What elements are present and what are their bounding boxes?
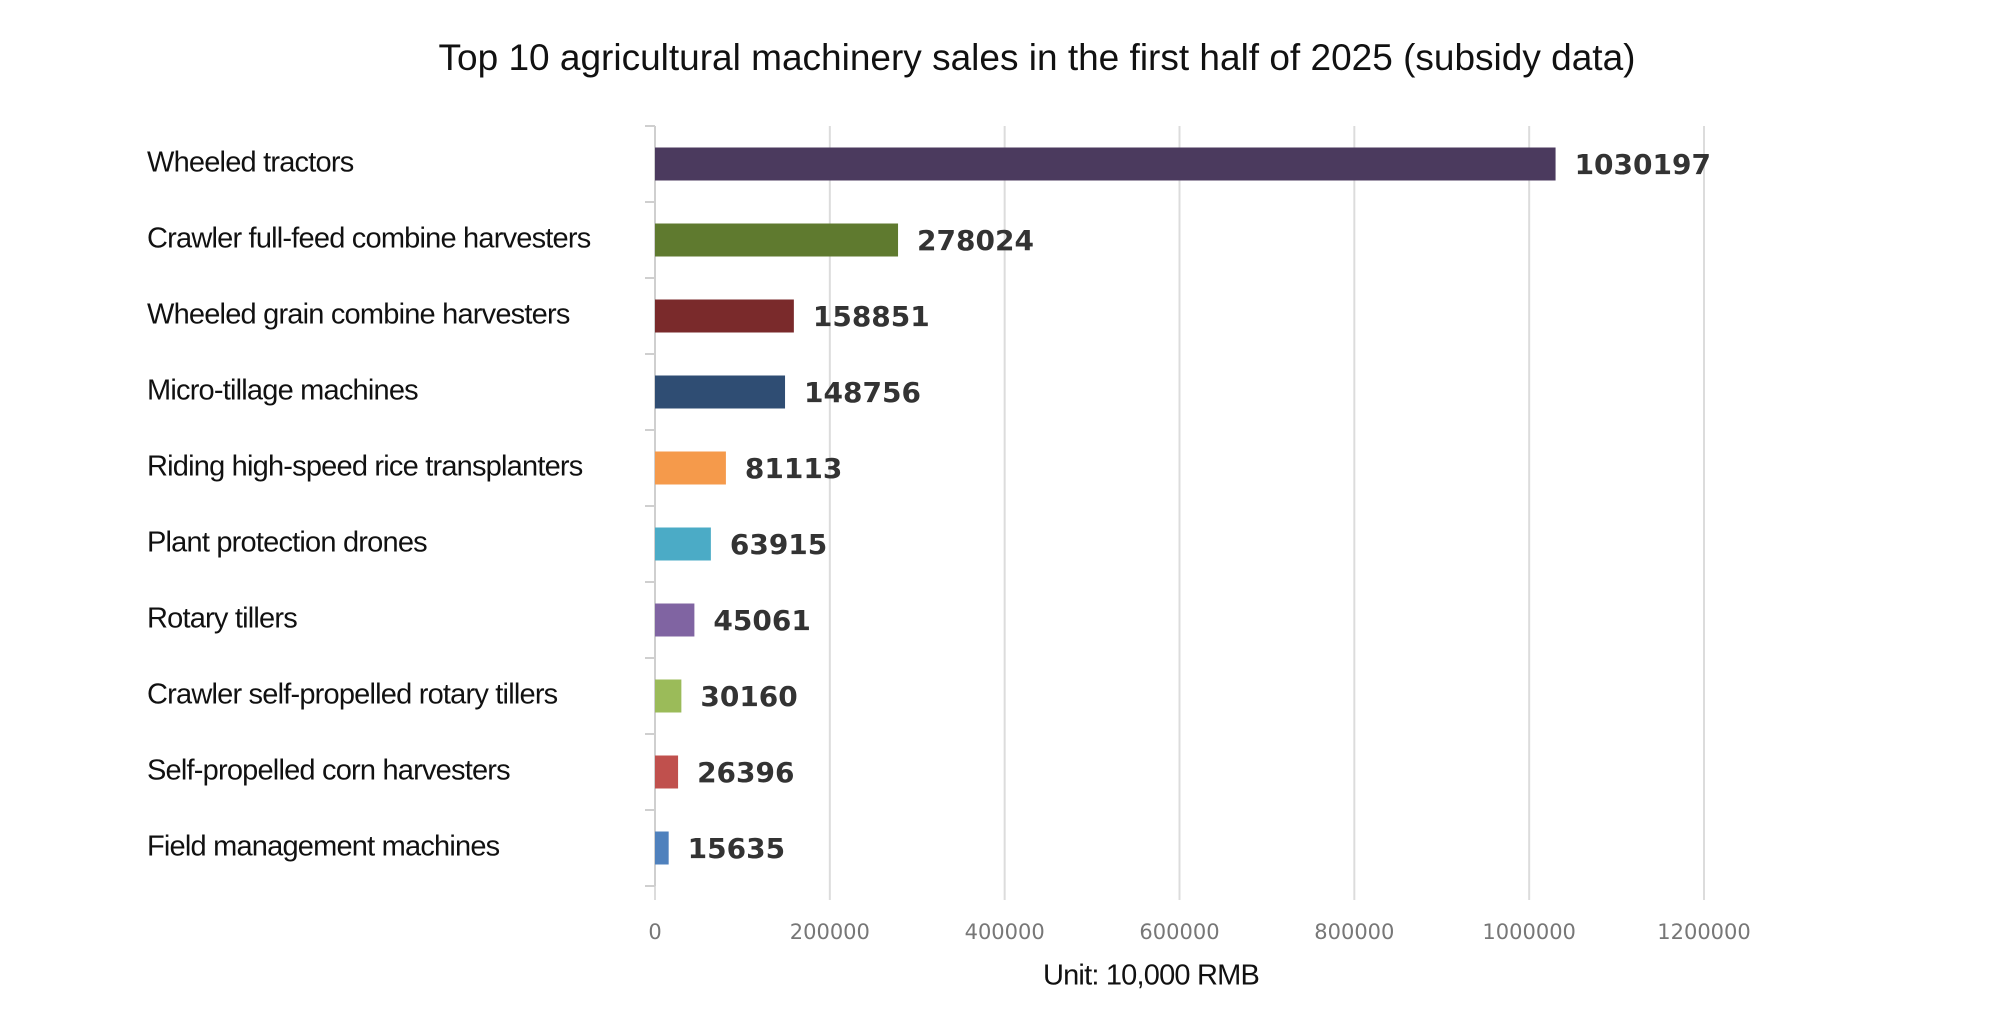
value-label: 148756 bbox=[804, 376, 921, 409]
value-label: 1030197 bbox=[1575, 148, 1711, 181]
y-tick-label: Self-propelled corn harvesters bbox=[147, 755, 510, 787]
bar bbox=[655, 679, 682, 713]
bar bbox=[655, 375, 786, 409]
chart-title: Top 10 agricultural machinery sales in t… bbox=[439, 37, 1636, 78]
x-tick-label: 800000 bbox=[1314, 920, 1394, 944]
x-tick-label: 1200000 bbox=[1657, 920, 1751, 944]
y-tick-label: Crawler self-propelled rotary tillers bbox=[147, 679, 558, 711]
value-label: 81113 bbox=[745, 452, 842, 485]
y-tick-label: Field management machines bbox=[147, 831, 500, 863]
bar bbox=[655, 299, 794, 333]
y-tick-label: Wheeled grain combine harvesters bbox=[147, 299, 570, 331]
value-label: 15635 bbox=[688, 832, 785, 865]
bar bbox=[655, 451, 726, 485]
bar bbox=[655, 755, 679, 789]
x-tick-label: 400000 bbox=[965, 920, 1045, 944]
y-tick-label: Micro-tillage machines bbox=[147, 375, 418, 407]
value-label: 30160 bbox=[700, 680, 797, 713]
value-label: 26396 bbox=[697, 756, 794, 789]
bar bbox=[655, 831, 669, 865]
value-label: 63915 bbox=[730, 528, 827, 561]
bar bbox=[655, 527, 711, 561]
y-tick-label: Wheeled tractors bbox=[147, 147, 354, 179]
x-axis-label: Unit: 10,000 RMB bbox=[1043, 960, 1259, 992]
value-label: 278024 bbox=[917, 224, 1034, 257]
value-label: 45061 bbox=[713, 604, 810, 637]
x-tick-label: 1000000 bbox=[1482, 920, 1576, 944]
y-tick-label: Plant protection drones bbox=[147, 527, 427, 559]
y-tick-label: Rotary tillers bbox=[147, 603, 297, 635]
value-label: 158851 bbox=[813, 300, 930, 333]
x-tick-label: 0 bbox=[648, 920, 661, 944]
x-tick-label: 200000 bbox=[790, 920, 870, 944]
y-tick-label: Riding high-speed rice transplanters bbox=[147, 451, 583, 483]
bar bbox=[655, 147, 1556, 181]
bar bbox=[655, 603, 695, 637]
bar bbox=[655, 223, 899, 257]
y-tick-label: Crawler full-feed combine harvesters bbox=[147, 223, 591, 255]
x-tick-label: 600000 bbox=[1139, 920, 1219, 944]
